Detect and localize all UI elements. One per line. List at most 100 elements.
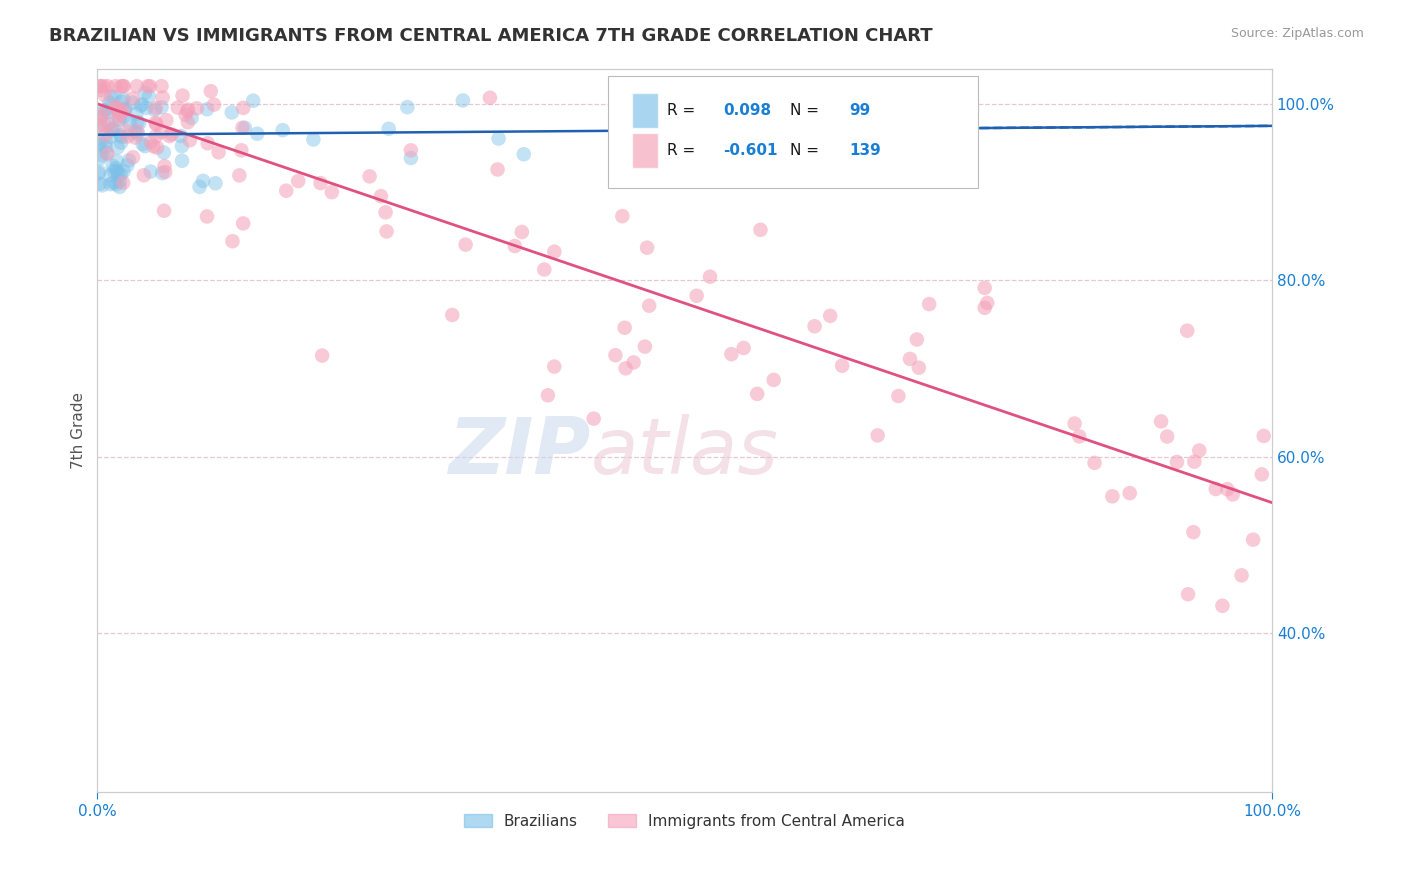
Point [90, 107, 112, 121]
Point [170, 153, 193, 168]
Point [488, 131, 510, 145]
Text: 0.098: 0.098 [723, 103, 772, 118]
Point [114, 102, 136, 116]
Point [107, 168, 129, 182]
Point [486, 162, 509, 177]
Point [614, 361, 637, 376]
Point [399, 151, 422, 165]
Point [138, 89, 160, 103]
Text: ZIP: ZIP [449, 414, 591, 490]
Point [124, 125, 146, 139]
Point [973, 281, 995, 295]
Point [1222, 487, 1244, 501]
Point [97, 105, 120, 120]
Point [150, 79, 173, 94]
Point [1150, 414, 1173, 428]
Point [111, 79, 134, 94]
Point [1250, 467, 1272, 482]
Point [918, 297, 941, 311]
Point [105, 112, 128, 127]
Point [111, 103, 134, 117]
Point [128, 116, 150, 130]
Point [803, 319, 825, 334]
Point [1182, 455, 1205, 469]
Point [103, 175, 125, 189]
Point [97, 79, 120, 94]
Point [762, 373, 785, 387]
Point [636, 241, 658, 255]
Point [112, 164, 135, 178]
Point [91, 178, 114, 193]
Point [1182, 525, 1205, 540]
Point [100, 122, 122, 136]
Point [302, 132, 325, 146]
Point [93, 103, 115, 118]
Point [537, 388, 560, 402]
Point [176, 103, 198, 118]
Point [231, 120, 253, 135]
Point [134, 86, 156, 100]
Point [104, 102, 127, 116]
Point [172, 88, 194, 103]
Text: N =: N = [790, 103, 824, 118]
Point [146, 140, 169, 154]
Point [766, 134, 789, 148]
Point [582, 411, 605, 425]
Text: N =: N = [790, 143, 824, 158]
Text: Source: ZipAtlas.com: Source: ZipAtlas.com [1230, 27, 1364, 40]
Point [613, 320, 636, 334]
Point [110, 128, 132, 142]
Point [685, 289, 707, 303]
Point [150, 100, 173, 114]
Point [105, 161, 128, 176]
Point [136, 79, 159, 94]
Point [127, 128, 149, 142]
Point [94, 140, 117, 154]
Point [105, 154, 128, 169]
Point [707, 145, 730, 159]
Text: 99: 99 [849, 103, 870, 118]
Point [638, 299, 661, 313]
Point [129, 98, 152, 112]
Point [111, 95, 134, 109]
Text: 139: 139 [849, 143, 880, 158]
Point [110, 136, 132, 150]
Point [1230, 568, 1253, 582]
Point [118, 117, 141, 131]
Point [89, 136, 111, 150]
Point [98, 95, 121, 110]
Point [733, 341, 755, 355]
Point [533, 262, 555, 277]
Point [898, 351, 921, 366]
Point [221, 105, 243, 120]
Point [114, 103, 136, 118]
Point [93, 79, 115, 94]
Point [221, 234, 243, 248]
Point [287, 174, 309, 188]
Point [887, 389, 910, 403]
Point [845, 145, 868, 160]
Y-axis label: 7th Grade: 7th Grade [72, 392, 86, 468]
Point [112, 92, 135, 106]
Point [749, 223, 772, 237]
Point [543, 244, 565, 259]
Point [145, 101, 167, 115]
Point [153, 145, 176, 160]
Point [145, 129, 167, 144]
Point [1241, 533, 1264, 547]
Point [177, 115, 200, 129]
Point [122, 150, 145, 164]
Point [153, 159, 176, 173]
Point [271, 123, 294, 137]
Point [96, 145, 118, 160]
Point [1083, 456, 1105, 470]
Point [976, 296, 998, 310]
Point [93, 87, 115, 102]
Point [174, 108, 197, 122]
Point [107, 140, 129, 154]
Point [200, 84, 222, 98]
Point [112, 79, 135, 94]
Point [623, 355, 645, 369]
Point [134, 139, 156, 153]
Point [478, 91, 501, 105]
